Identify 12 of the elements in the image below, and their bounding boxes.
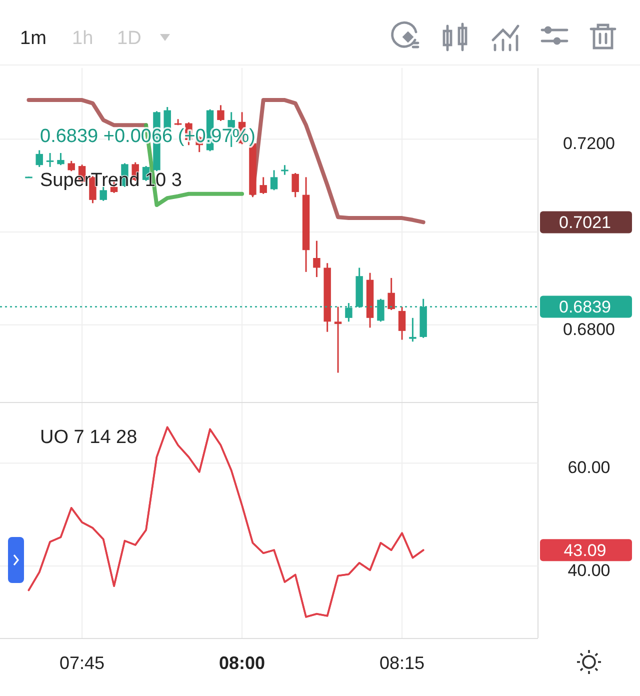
y-tick-label: 60.00 bbox=[568, 458, 610, 478]
y-tick-label: 40.00 bbox=[568, 560, 610, 580]
text: UO 7 14 28 bbox=[40, 427, 138, 448]
ref-line-label: 0.6839 bbox=[559, 298, 611, 317]
text: 0.7021 bbox=[559, 213, 611, 232]
text: 1m bbox=[20, 28, 46, 49]
x-tick-label: 07:45 bbox=[60, 653, 105, 673]
text: 43.09 bbox=[564, 541, 606, 560]
y-tick-label: 0.7200 bbox=[563, 134, 615, 154]
x-tick-label: 08:00 bbox=[219, 653, 266, 673]
y-tick-label: 0.6800 bbox=[563, 320, 615, 339]
x-tick-label: 08:15 bbox=[379, 653, 425, 673]
